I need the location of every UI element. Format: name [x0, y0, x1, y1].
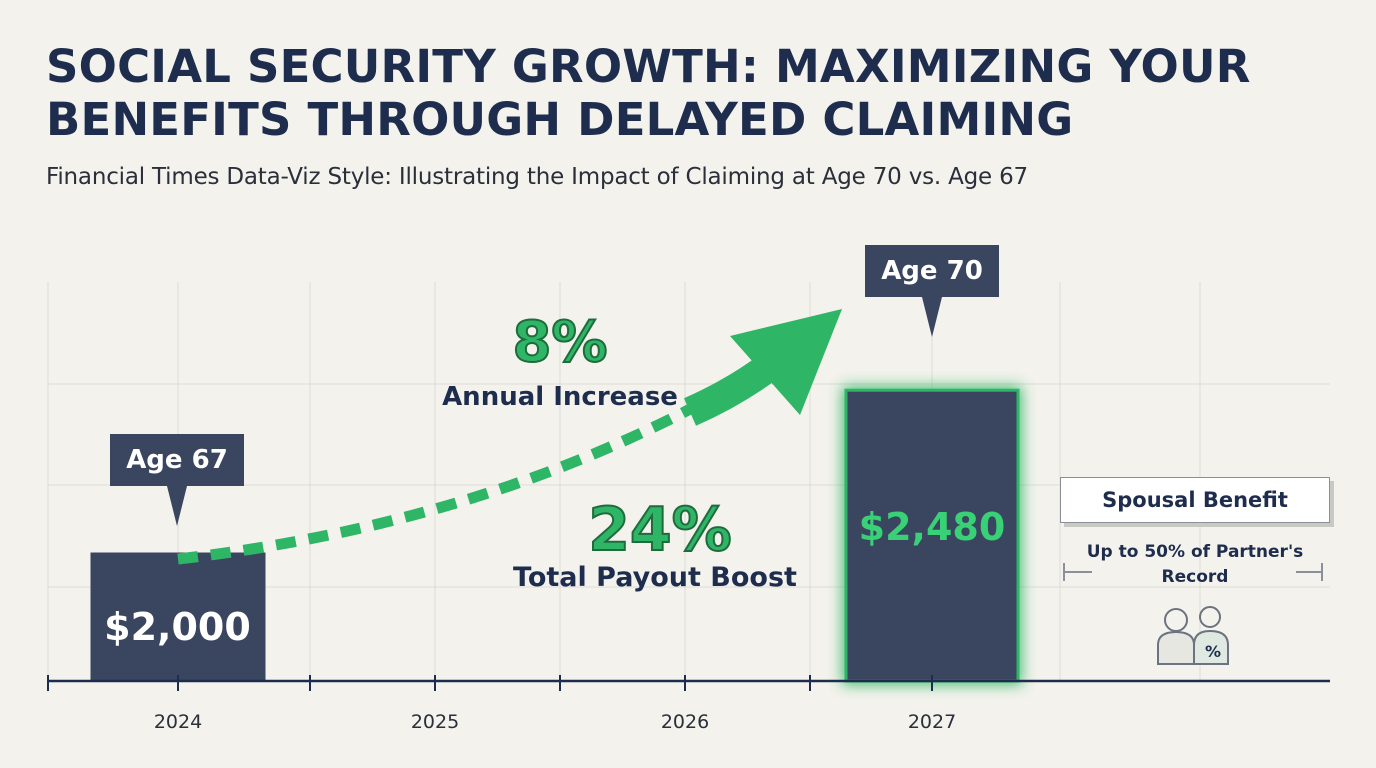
- annual-increase-percent: 8%: [511, 309, 608, 376]
- total-boost-label: Total Payout Boost: [513, 562, 797, 593]
- trend-arrow-head: [730, 309, 842, 415]
- trend-arrow: [177, 309, 842, 565]
- x-tick-label-2026: 2026: [661, 711, 709, 733]
- bar-value-label-2024: $2,000: [104, 605, 251, 649]
- x-tick-label-2027: 2027: [908, 711, 956, 733]
- age70-callout: Age 70: [865, 245, 999, 297]
- x-tick-label-2025: 2025: [411, 711, 459, 733]
- spousal-benefit-description: Up to 50% of Partner's Record: [1086, 542, 1304, 587]
- couple-percent-icon: %: [1157, 606, 1229, 665]
- age67-callout: Age 67: [110, 434, 244, 486]
- chart-subtitle: Financial Times Data-Viz Style: Illustra…: [46, 164, 1028, 190]
- chart-bars: [90, 386, 1022, 685]
- spousal-bracket: [1063, 563, 1323, 581]
- svg-text:%: %: [1205, 642, 1221, 661]
- x-tick-label-2024: 2024: [154, 711, 202, 733]
- chart-title: SOCIAL SECURITY GROWTH: MAXIMIZING YOUR …: [46, 40, 1251, 146]
- bar-2027: [844, 388, 1020, 683]
- spousal-benefit-title: Spousal Benefit: [1060, 477, 1330, 523]
- x-axis: 2024 2025 2026 2027: [47, 675, 1330, 733]
- annual-increase-label: Annual Increase: [442, 382, 678, 412]
- bar-2024: [90, 552, 266, 681]
- bar-value-label-2027: $2,480: [858, 505, 1006, 549]
- total-boost-percent: 24%: [587, 494, 733, 566]
